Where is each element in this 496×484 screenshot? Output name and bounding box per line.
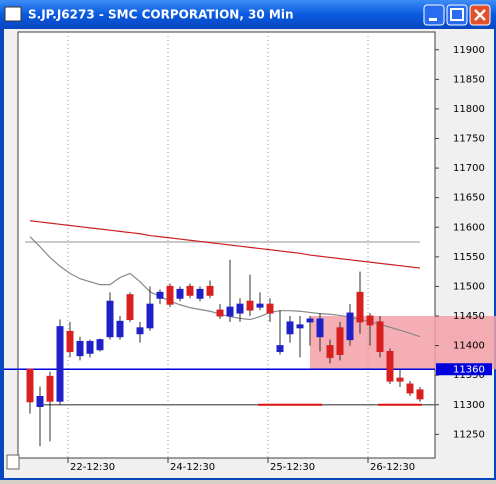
y-tick-label: 11350: [453, 370, 485, 381]
y-tick-label: 11750: [453, 134, 485, 145]
x-tick-label: 26-12:30: [370, 462, 415, 473]
candle-body: [136, 327, 144, 335]
candle-body: [386, 351, 394, 382]
candle-body: [416, 389, 424, 400]
close-button[interactable]: [469, 4, 491, 26]
minimize-button[interactable]: [423, 4, 445, 26]
y-tick-label: 11250: [453, 429, 485, 440]
title-bar: [0, 0, 496, 29]
x-tick-label: 25-12:30: [270, 462, 315, 473]
candle-body: [336, 327, 344, 355]
y-tick-label: 11700: [453, 163, 485, 174]
candle-body: [86, 340, 94, 354]
candle-body: [96, 339, 104, 351]
app-icon: [4, 6, 22, 22]
y-tick-label: 11900: [453, 45, 485, 56]
candle-body: [66, 330, 74, 352]
x-tick-label: 22-12:30: [70, 462, 115, 473]
candle-body: [196, 288, 204, 299]
maximize-button[interactable]: [446, 4, 468, 26]
candle-body: [396, 377, 404, 382]
candle-body: [366, 315, 374, 326]
candle-body: [186, 285, 194, 296]
y-tick-label: 11500: [453, 281, 485, 292]
candle-body: [56, 326, 64, 402]
candle-body: [146, 303, 154, 329]
candle-body: [406, 383, 414, 394]
candle-body: [256, 303, 264, 308]
candle-body: [306, 318, 314, 323]
candle-body: [26, 368, 34, 403]
candle-body: [206, 285, 214, 296]
level-label: 11360: [453, 364, 485, 375]
y-tick-label: 11650: [453, 193, 485, 204]
candle-body: [236, 303, 244, 314]
y-tick-label: 11800: [453, 104, 485, 115]
line-series: [29, 236, 421, 338]
y-tick-label: 11550: [453, 252, 485, 263]
candle-body: [166, 285, 174, 305]
candle-body: [276, 345, 284, 353]
candle-body: [116, 320, 124, 338]
candle-body: [376, 321, 384, 352]
window-title: S.JP.J6273 - SMC CORPORATION, 30 Min: [28, 8, 294, 22]
candle-body: [106, 300, 114, 338]
candle-body: [156, 291, 164, 299]
candle-body: [246, 300, 254, 311]
y-tick-label: 11850: [453, 74, 485, 85]
y-tick-label: 11300: [453, 400, 485, 411]
level-label-box: [436, 363, 492, 376]
candle-body: [346, 312, 354, 341]
y-tick-label: 11600: [453, 222, 485, 233]
candle-body: [296, 324, 304, 329]
scroll-box[interactable]: [6, 454, 20, 470]
candle-body: [266, 303, 274, 314]
x-tick-label: 24-12:30: [170, 462, 215, 473]
candle-body: [126, 294, 134, 321]
candle-body: [76, 340, 84, 357]
candle-body: [216, 309, 224, 317]
candle-body: [176, 288, 184, 299]
candle-body: [316, 318, 324, 338]
candle-body: [36, 395, 44, 408]
candle-body: [356, 291, 364, 323]
candle-body: [226, 306, 234, 317]
candle-body: [286, 321, 294, 335]
y-tick-label: 11450: [453, 311, 485, 322]
candle-body: [46, 375, 54, 402]
y-tick-label: 11400: [453, 341, 485, 352]
candle-body: [326, 345, 334, 358]
line-series: [29, 220, 421, 269]
